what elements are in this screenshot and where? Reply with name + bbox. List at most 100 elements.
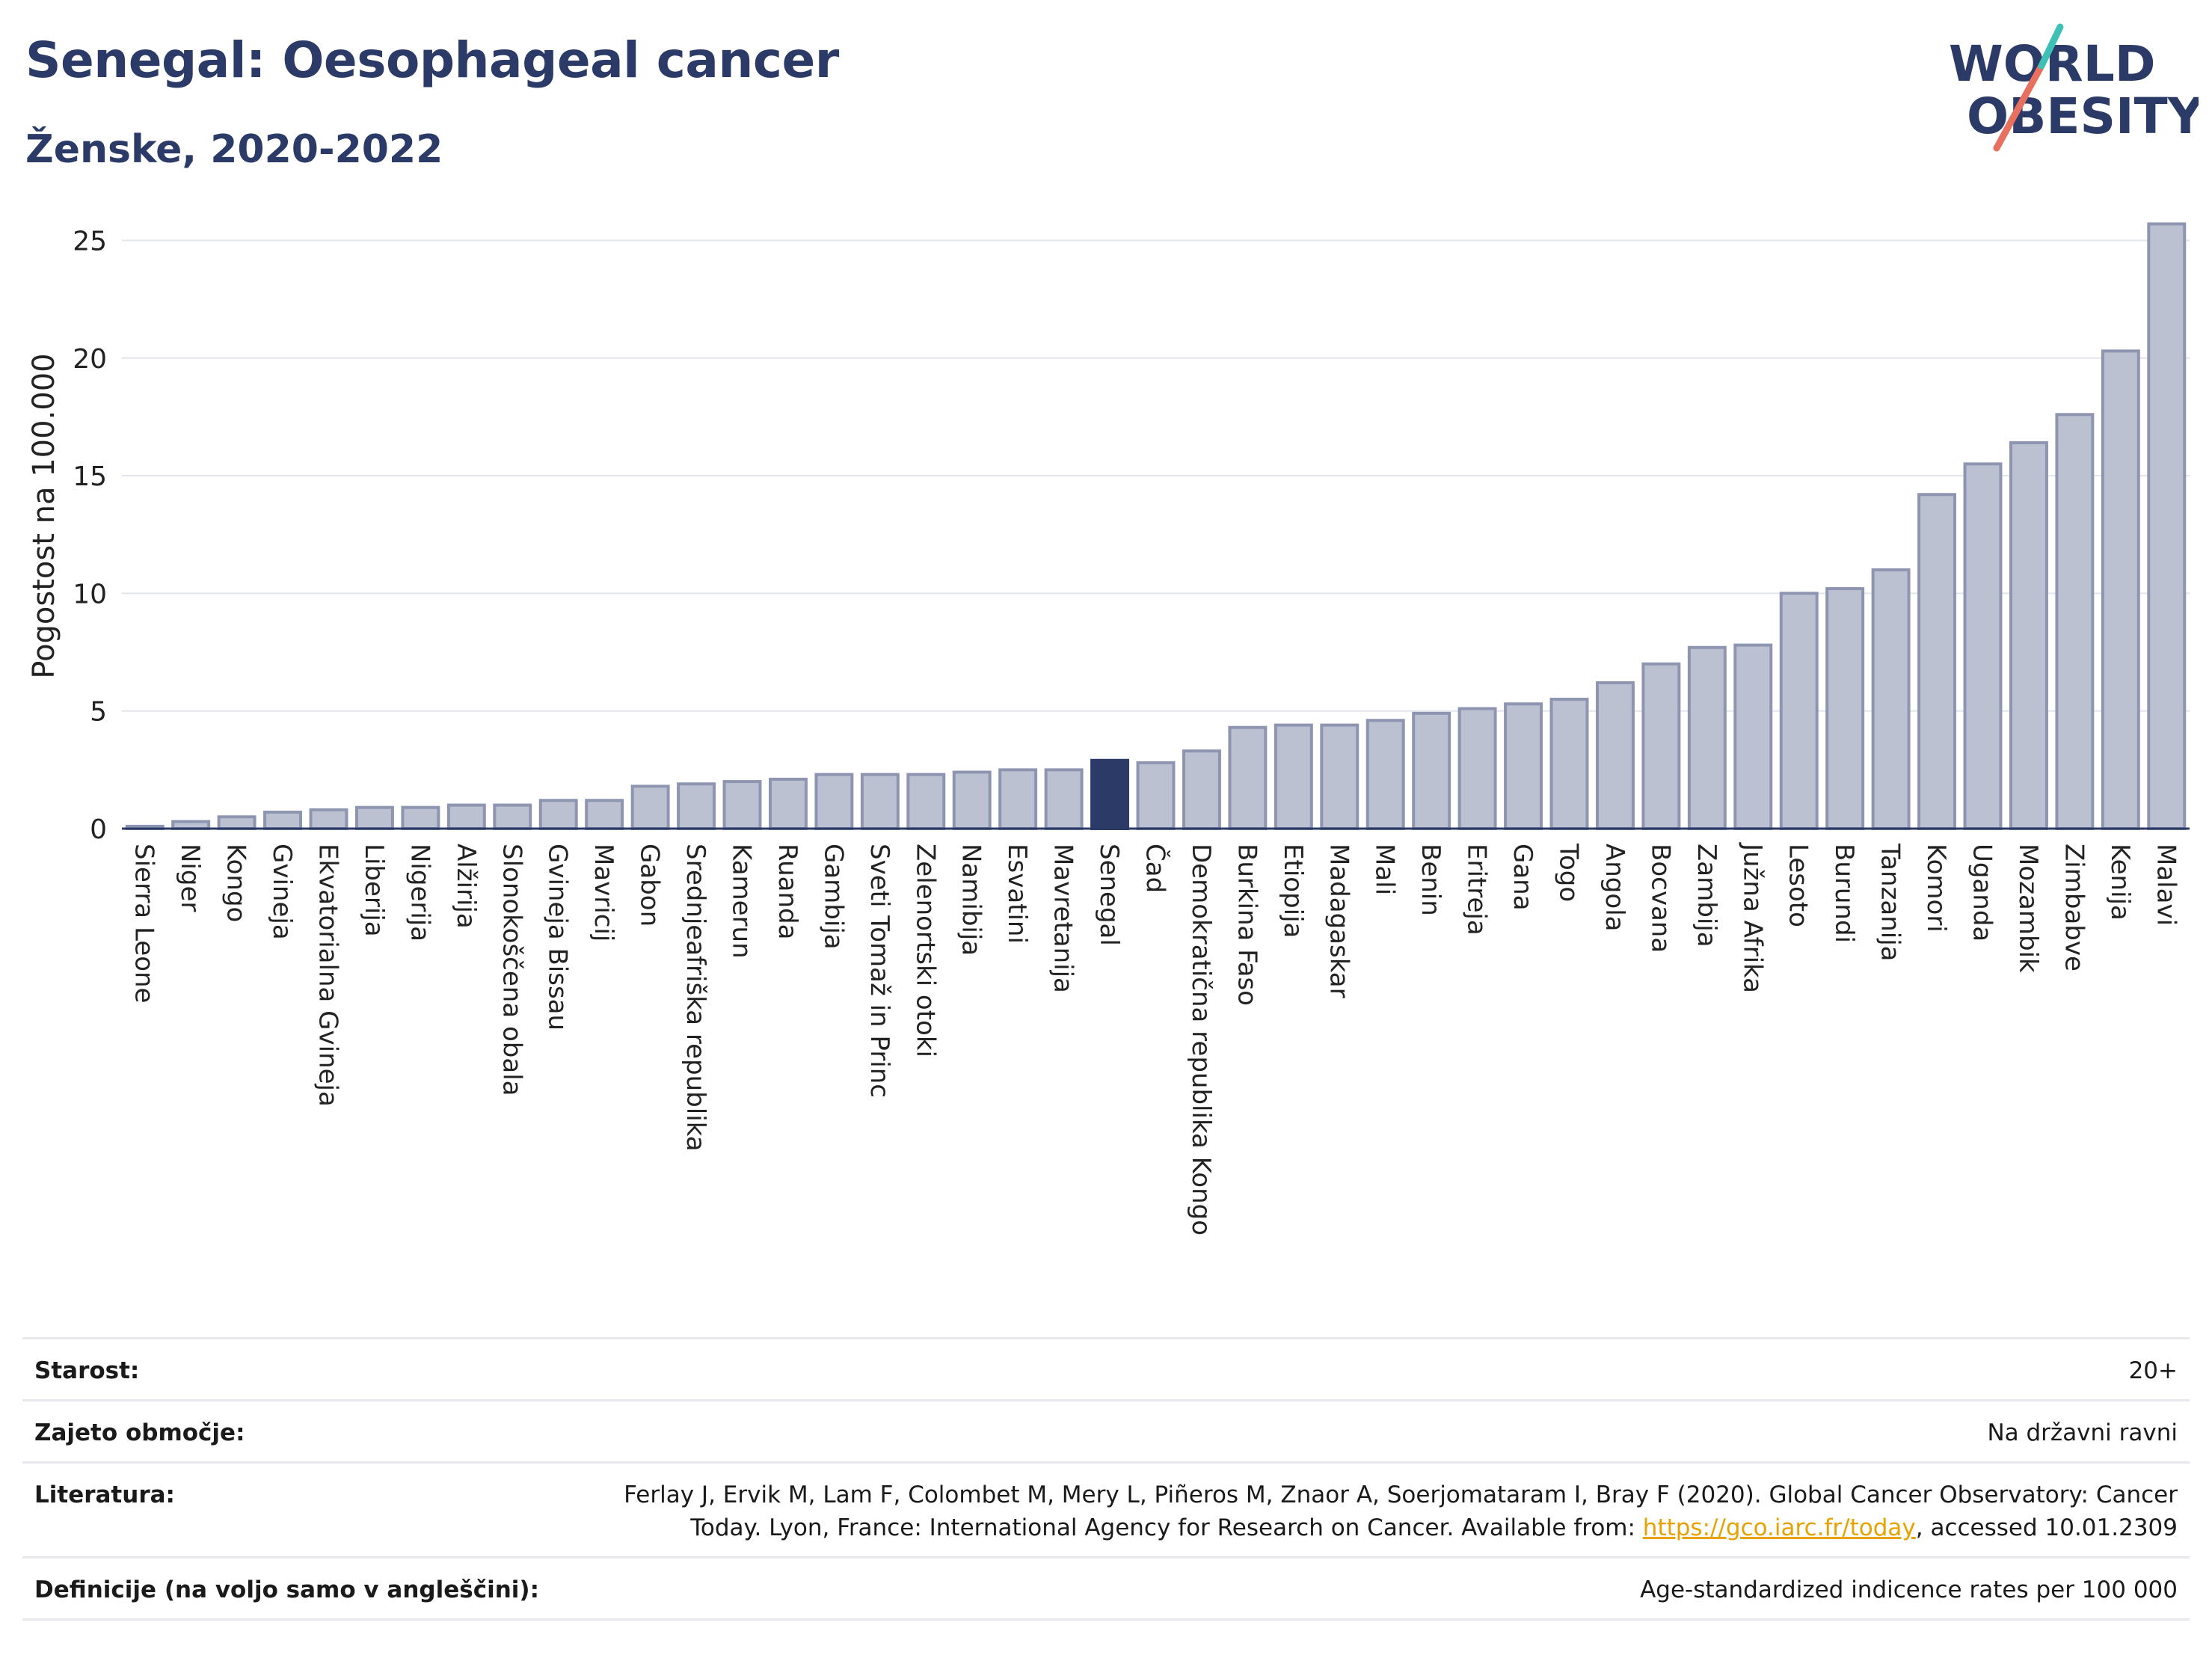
bar <box>1917 493 1957 830</box>
x-tick-label: Benin <box>1416 844 1446 916</box>
x-tick-label: Čad <box>1140 844 1171 893</box>
x-tick-label: Malavi <box>2151 844 2181 926</box>
x-tick-label: Mavricij <box>589 844 618 942</box>
references-line2: Today. Lyon, France: International Agenc… <box>690 1514 2178 1541</box>
x-tick-label: Burundi <box>1829 844 1859 943</box>
references-line1: Ferlay J, Ervik M, Lam F, Colombet M, Me… <box>624 1481 2178 1508</box>
bar <box>677 782 716 830</box>
x-tick-label: Bocvana <box>1645 844 1675 953</box>
bar <box>1871 568 1911 831</box>
bars <box>125 222 2187 831</box>
bar-highlight <box>1090 758 1130 830</box>
bar <box>1687 645 1727 830</box>
x-tick-label: Južna Afrika <box>1737 842 1767 993</box>
x-tick-label: Komori <box>1921 844 1951 933</box>
x-tick-label: Niger <box>175 844 205 912</box>
x-tick-label: Esvatini <box>1002 844 1032 944</box>
x-tick-label: Srednjeafriška republika <box>681 844 710 1152</box>
x-tick-label: Zelenortski otoki <box>910 844 940 1057</box>
logo-slash-teal <box>2038 23 2064 70</box>
y-tick-label: 20 <box>73 344 107 375</box>
chart-subtitle: Ženske, 2020-2022 <box>25 127 443 172</box>
bar <box>354 805 394 830</box>
bar <box>814 773 854 830</box>
bar <box>263 810 303 831</box>
bar <box>1228 725 1268 831</box>
bar <box>2009 441 2048 830</box>
bar <box>1182 749 1221 831</box>
coverage-value: Na državni ravni <box>1987 1419 2178 1446</box>
x-tick-label: Sveti Tomaž in Princ <box>864 844 894 1098</box>
bar <box>1044 768 1084 831</box>
logo-slash-coral <box>1993 62 2045 152</box>
bar <box>2147 222 2187 830</box>
x-tick-label: Slonokoščena obala <box>497 844 526 1096</box>
x-tick-label: Kenija <box>2105 844 2135 921</box>
coverage-label: Zajeto območje: <box>34 1419 245 1446</box>
bar <box>1641 662 1681 830</box>
bar <box>585 799 624 830</box>
bar <box>493 803 532 830</box>
bar <box>1365 719 1405 830</box>
bar <box>446 803 486 830</box>
y-tick-label: 0 <box>90 814 107 845</box>
bar <box>906 773 946 830</box>
references-link[interactable]: https://gco.iarc.fr/today <box>1642 1514 1916 1541</box>
x-tick-label: Ruanda <box>772 844 802 939</box>
x-tick-label: Kongo <box>221 844 251 922</box>
bar <box>2055 413 2095 830</box>
info-row-age: Starost: 20+ <box>22 1337 2190 1399</box>
x-tick-label: Demokratična republika Kongo <box>1186 844 1216 1235</box>
x-tick-label: Burkina Faso <box>1232 844 1262 1006</box>
x-tick-label: Ekvatorialna Gvineja <box>313 844 343 1107</box>
bar <box>1504 702 1543 830</box>
y-tick-label: 15 <box>73 461 107 492</box>
x-tick-label: Nigerija <box>405 844 434 942</box>
definitions-label: Definicije (na voljo samo v angleščini): <box>34 1576 539 1603</box>
x-tick-label: Mozambik <box>2013 844 2043 973</box>
x-tick-label: Senegal <box>1094 844 1124 946</box>
bar <box>1136 761 1176 831</box>
x-tick-label: Mavretanija <box>1048 844 1078 993</box>
x-tick-label: Lesoto <box>1784 844 1813 927</box>
info-row-coverage: Zajeto območje: Na državni ravni <box>22 1399 2190 1461</box>
x-tick-label: Alžirija <box>451 844 481 929</box>
age-value: 20+ <box>2128 1357 2178 1384</box>
world-obesity-logo: WORLD OBESITY <box>1949 23 2199 152</box>
x-tick-label: Gambija <box>818 844 848 950</box>
bar <box>217 815 256 831</box>
bar <box>1595 681 1635 831</box>
bar <box>1457 707 1497 830</box>
x-tick-label: Zambija <box>1692 844 1721 948</box>
bar <box>1549 697 1589 831</box>
y-tick-label: 25 <box>73 226 107 257</box>
x-tick-label: Kamerun <box>727 844 757 959</box>
x-tick-label: Zimbabve <box>2059 844 2089 971</box>
references-value: Ferlay J, Ervik M, Lam F, Colombet M, Me… <box>458 1479 2178 1544</box>
bar <box>768 777 808 831</box>
bar <box>860 773 900 830</box>
x-tick-label: Namibija <box>956 844 986 956</box>
x-tick-label: Angola <box>1600 844 1629 931</box>
info-row-references: Literatura: Ferlay J, Ervik M, Lam F, Co… <box>22 1461 2190 1556</box>
y-tick-label: 5 <box>90 697 107 728</box>
bar-chart: 0 5 10 15 20 25 Sierra Leone Niger Kongo Gvineja… <box>27 222 2190 1235</box>
bar <box>952 770 992 830</box>
info-table: Starost: 20+ Zajeto območje: Na državni … <box>22 1337 2190 1621</box>
x-tick-label: Uganda <box>1967 844 1997 942</box>
bar <box>538 799 578 830</box>
x-tick-label: Gvineja Bissau <box>543 844 573 1031</box>
x-axis-ticks: Sierra Leone Niger Kongo Gvineja Ekvatorialn… <box>129 842 2181 1235</box>
x-tick-label: Togo <box>1554 843 1584 902</box>
bar <box>722 780 762 830</box>
bar <box>1963 462 2003 830</box>
x-tick-label: Gvineja <box>267 844 297 940</box>
x-tick-label: Etiopija <box>1278 844 1308 938</box>
x-tick-label: Tanzanija <box>1875 843 1905 961</box>
references-label: Literatura: <box>34 1481 175 1508</box>
bar <box>1825 587 1865 830</box>
bar <box>998 768 1038 831</box>
x-tick-label: Gana <box>1508 844 1537 911</box>
x-tick-label: Liberija <box>359 844 389 937</box>
y-axis-label: Pogostost na 100.000 <box>27 353 61 678</box>
